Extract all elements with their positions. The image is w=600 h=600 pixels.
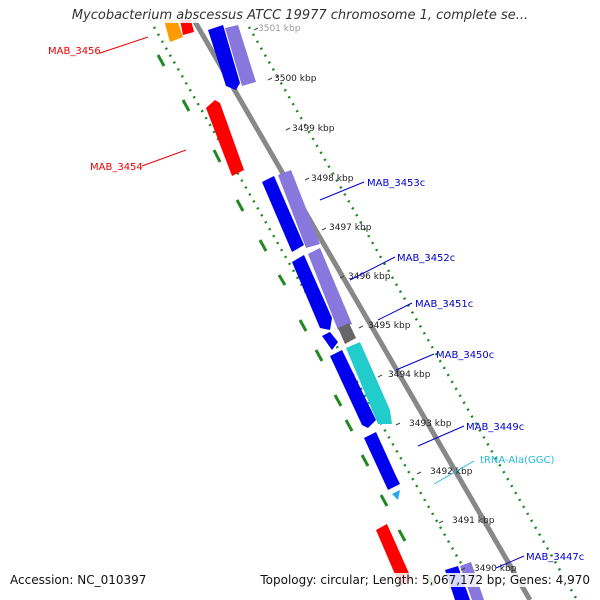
- tick-label: 3494 kbp: [388, 370, 431, 380]
- gene-mab-3449c[interactable]: [364, 432, 400, 490]
- tick-label: 3495 kbp: [368, 321, 411, 331]
- gene-label-mab-3449c[interactable]: MAB_3449c: [466, 422, 524, 433]
- tick-label: 3496 kbp: [348, 272, 391, 282]
- tick-label: 3490 kbp: [474, 564, 517, 574]
- gene-mab-3452c-light[interactable]: [308, 248, 352, 330]
- accession-label: Accession: NC_010397: [10, 573, 147, 587]
- gene-label-mab-3451c[interactable]: MAB_3451c: [415, 299, 473, 310]
- tick-label: 3498 kbp: [311, 174, 354, 184]
- gene-label-mab-3456[interactable]: MAB_3456: [48, 46, 101, 57]
- gene-label-mab-3450c[interactable]: MAB_3450c: [436, 350, 494, 361]
- leader-lines: [99, 36, 525, 569]
- gene-mab-3453c[interactable]: [262, 176, 304, 252]
- gene-trna-small[interactable]: [392, 490, 400, 500]
- gene-mab-3453c-light[interactable]: [278, 170, 320, 248]
- tick-label: 3501 kbp: [258, 24, 301, 34]
- gene-mab-3456b[interactable]: [180, 20, 194, 35]
- map-title: Mycobacterium abscessus ATCC 19977 chrom…: [0, 8, 600, 23]
- genome-summary: Topology: circular; Length: 5,067,172 bp…: [260, 573, 590, 587]
- gene-mab-3452c[interactable]: [292, 255, 332, 330]
- tick-label: 3500 kbp: [274, 74, 317, 84]
- tick-marks: [253, 27, 466, 571]
- gene-label-trna-ala[interactable]: tRNA-Ala(GGC): [480, 455, 554, 466]
- gene-mab-3454[interactable]: [206, 100, 244, 176]
- tick-label: 3499 kbp: [292, 124, 335, 134]
- tick-label: 3492 kbp: [430, 467, 473, 477]
- gene-mab-3456[interactable]: [164, 20, 183, 42]
- tick-label: 3497 kbp: [329, 223, 372, 233]
- tick-label: 3493 kbp: [409, 419, 452, 429]
- gene-label-mab-3454[interactable]: MAB_3454: [90, 162, 143, 173]
- gene-label-mab-3447c[interactable]: MAB_3447c: [526, 552, 584, 563]
- gene-mab-3451c[interactable]: [322, 332, 338, 350]
- gene-gray[interactable]: [338, 323, 356, 344]
- gene-trna-ala[interactable]: [346, 342, 392, 424]
- genome-backbone: [191, 18, 533, 600]
- gene-mab-3447-red[interactable]: [376, 524, 412, 586]
- gene-reverse-top-light[interactable]: [225, 25, 256, 86]
- gene-reverse-top[interactable]: [208, 25, 240, 90]
- gene-label-mab-3453c[interactable]: MAB_3453c: [367, 178, 425, 189]
- gene-label-mab-3452c[interactable]: MAB_3452c: [397, 253, 455, 264]
- tick-label: 3491 kbp: [452, 516, 495, 526]
- gc-ring-inner: [243, 19, 579, 600]
- gene-mab-3450c[interactable]: [330, 350, 376, 428]
